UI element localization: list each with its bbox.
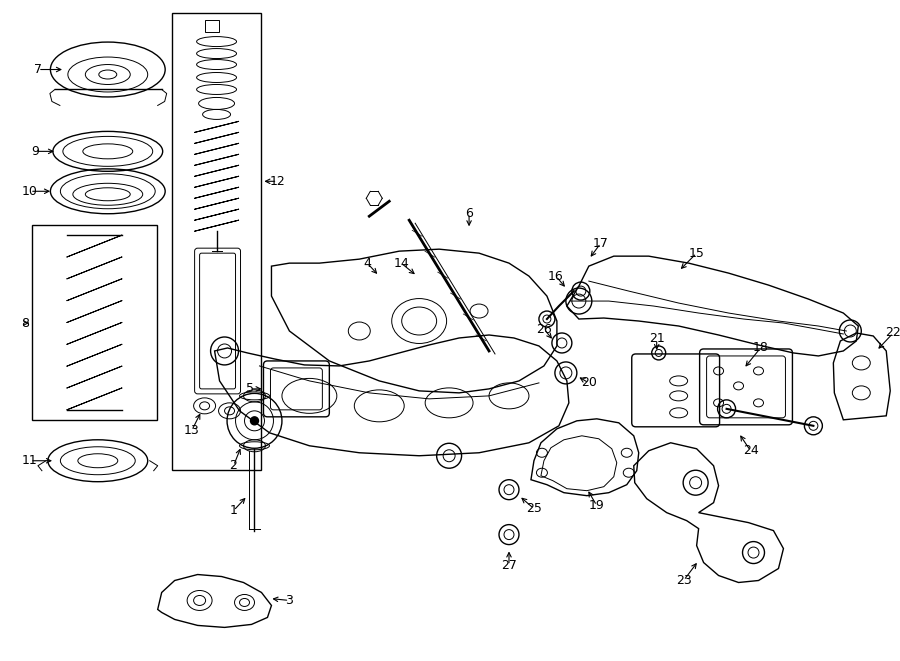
Text: 27: 27 — [501, 559, 517, 572]
Text: 14: 14 — [393, 256, 410, 270]
Text: 20: 20 — [580, 376, 597, 389]
Text: 2: 2 — [230, 459, 238, 472]
Text: 1: 1 — [230, 504, 238, 517]
Text: 5: 5 — [246, 382, 254, 395]
Text: 19: 19 — [589, 499, 605, 512]
Text: 24: 24 — [742, 444, 759, 457]
Text: 16: 16 — [548, 270, 563, 283]
Text: 8: 8 — [21, 317, 29, 330]
Text: 12: 12 — [270, 175, 285, 188]
Text: 7: 7 — [34, 63, 42, 76]
Text: 13: 13 — [184, 424, 200, 438]
Text: 6: 6 — [465, 207, 473, 219]
Text: 21: 21 — [649, 332, 664, 346]
Text: 23: 23 — [676, 574, 691, 587]
Text: 26: 26 — [536, 323, 552, 336]
Text: 22: 22 — [886, 327, 900, 340]
Bar — [172, 13, 262, 470]
Text: 18: 18 — [752, 342, 769, 354]
Text: 25: 25 — [526, 502, 542, 515]
Text: 4: 4 — [364, 256, 371, 270]
Text: 17: 17 — [593, 237, 608, 250]
Text: 10: 10 — [22, 185, 38, 198]
Bar — [204, 20, 219, 32]
Text: 9: 9 — [31, 145, 39, 158]
Ellipse shape — [250, 417, 258, 425]
Text: 15: 15 — [688, 247, 705, 260]
Bar — [32, 225, 157, 420]
Text: 3: 3 — [285, 594, 293, 607]
Text: 11: 11 — [22, 454, 38, 467]
